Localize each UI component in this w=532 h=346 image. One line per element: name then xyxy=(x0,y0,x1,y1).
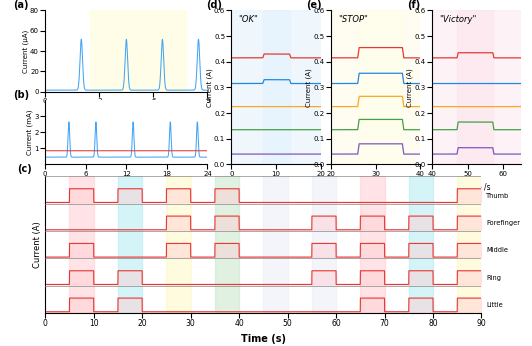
X-axis label: Time /s: Time /s xyxy=(262,182,290,191)
Text: "Victory": "Victory" xyxy=(439,15,477,24)
X-axis label: Time(s): Time(s) xyxy=(112,109,140,118)
Text: (a): (a) xyxy=(13,0,28,10)
Bar xyxy=(263,176,288,313)
Bar xyxy=(118,176,142,313)
Text: Thumb: Thumb xyxy=(486,193,510,199)
Bar xyxy=(70,176,94,313)
Y-axis label: Current (A): Current (A) xyxy=(34,221,43,268)
Text: "STOP": "STOP" xyxy=(338,15,368,24)
Text: "OK": "OK" xyxy=(238,15,259,24)
Y-axis label: Current (μA): Current (μA) xyxy=(22,29,29,73)
X-axis label: Time (s): Time (s) xyxy=(111,182,142,191)
Text: Ring: Ring xyxy=(486,275,501,281)
Bar xyxy=(263,10,289,164)
Bar xyxy=(409,176,433,313)
Bar xyxy=(457,10,493,164)
Text: (c): (c) xyxy=(17,164,31,174)
Bar xyxy=(360,176,385,313)
Y-axis label: Current (A): Current (A) xyxy=(206,68,212,107)
Text: Middle: Middle xyxy=(486,247,508,253)
X-axis label: Time /s: Time /s xyxy=(463,182,491,191)
Text: Forefinger: Forefinger xyxy=(486,220,520,226)
Bar xyxy=(312,176,336,313)
Text: Little: Little xyxy=(486,302,503,308)
Bar xyxy=(90,10,186,92)
Bar xyxy=(167,176,190,313)
X-axis label: Time /s: Time /s xyxy=(362,182,389,191)
Bar xyxy=(358,10,402,164)
Y-axis label: Current (A): Current (A) xyxy=(406,68,413,107)
Bar xyxy=(215,176,239,313)
Y-axis label: Current (mA): Current (mA) xyxy=(27,110,33,155)
X-axis label: Time (s): Time (s) xyxy=(241,334,286,344)
Text: (f): (f) xyxy=(407,0,420,10)
Bar xyxy=(457,176,481,313)
Text: (d): (d) xyxy=(206,0,222,10)
Y-axis label: Current (A): Current (A) xyxy=(305,68,312,107)
Text: (e): (e) xyxy=(306,0,321,10)
Text: (b): (b) xyxy=(13,90,29,100)
